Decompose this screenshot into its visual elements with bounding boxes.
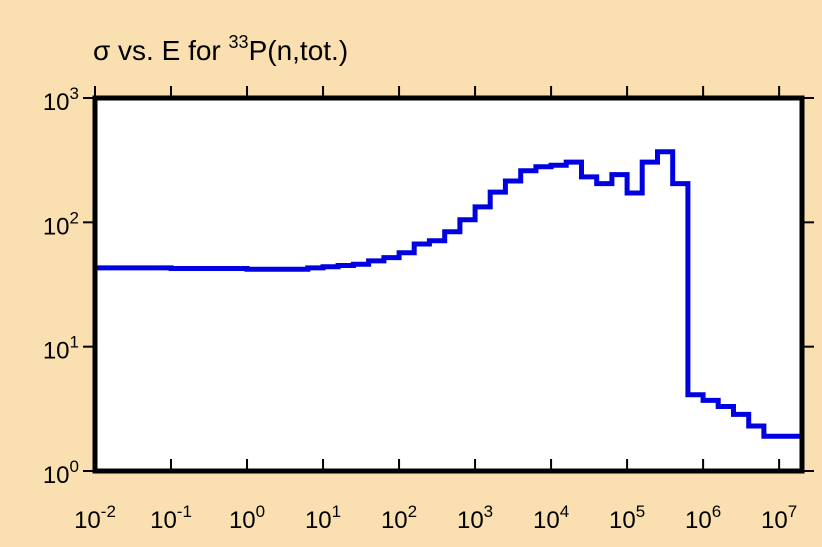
y-tick-labels: 100 101 102 103 [43,84,79,489]
x-tick-labels: 10-2 10-1 100 101 102 103 104 105 106 107 [74,502,797,534]
plot-frame [92,95,805,474]
chart-title-superscript: 33 [229,32,249,52]
x-tick-label: 104 [533,502,569,534]
x-tick-label: 101 [305,502,341,534]
x-tick-label: 103 [457,502,493,534]
x-tick-label: 10-1 [150,502,192,534]
chart-title-prefix: σ vs. E for [93,35,229,66]
x-tick-label: 106 [685,502,721,534]
y-tick-label: 103 [43,84,79,116]
cross-section-series-line [92,149,805,471]
chart-title-suffix: P(n,tot.) [249,35,349,66]
y-tick-label: 102 [43,208,79,240]
x-tick-label: 107 [761,502,797,534]
y-tick-label: 101 [43,333,79,365]
x-tick-label: 102 [381,502,417,534]
x-tick-label: 100 [229,502,265,534]
x-tick-label: 10-2 [74,502,116,534]
plot-area [95,98,802,471]
x-tick-label: 105 [609,502,645,534]
y-tick-label: 100 [43,457,79,489]
chart-title: σ vs. E for 33P(n,tot.) [93,32,348,66]
